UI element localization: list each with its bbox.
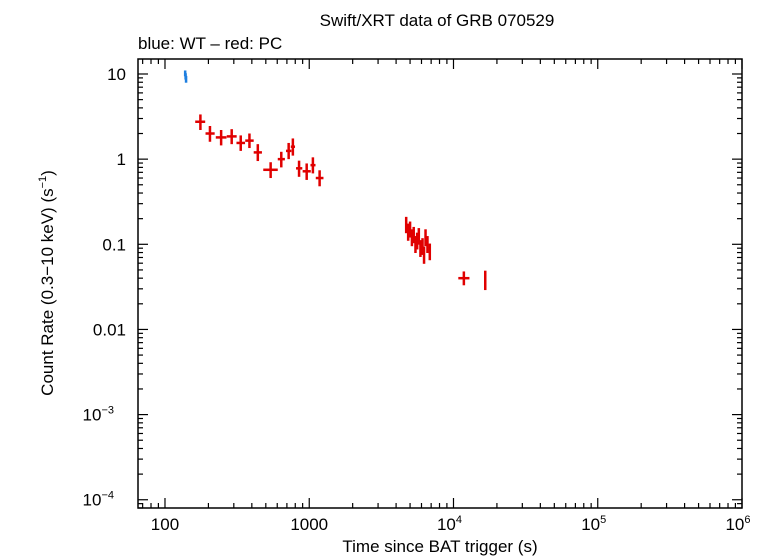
data-point-pc: [424, 229, 427, 247]
x-tick-label: 105: [581, 514, 606, 534]
y-tick-label: 0.1: [102, 235, 126, 254]
data-point-pc: [263, 162, 278, 179]
y-axis-label-sup: −1: [37, 176, 49, 189]
x-tick-labels: 100 1000 104 105 106: [151, 514, 751, 534]
x-axis-label: Time since BAT trigger (s): [342, 537, 537, 556]
x-tick-label: 106: [725, 514, 750, 534]
data-point-pc: [404, 216, 408, 234]
y-axis-label: Count Rate (0.3−10 keV) (s−1): [37, 170, 57, 396]
data-point-pc: [412, 226, 415, 244]
y-tick-label: 10−4: [83, 490, 114, 510]
data-point-pc: [419, 240, 422, 257]
x-tick-label: 1000: [290, 515, 328, 534]
data-point-wt: [184, 75, 188, 83]
y-tick-labels: 10 1 0.1 0.01 10−3 10−4: [83, 65, 126, 510]
data-point-pc: [406, 223, 410, 241]
data-point-pc: [422, 246, 426, 264]
data-point-pc: [215, 129, 227, 146]
data-point-pc: [277, 151, 285, 168]
chart-title: Swift/XRT data of GRB 070529: [320, 11, 555, 30]
y-tick-label: 0.01: [93, 320, 126, 339]
data-point-pc: [483, 270, 487, 291]
data-point-pc: [315, 170, 324, 187]
y-tick-label: 10: [107, 65, 126, 84]
data-point-pc: [408, 221, 412, 238]
data-point-pc: [458, 271, 470, 286]
data-point-pc: [426, 236, 429, 254]
data-point-pc: [195, 114, 206, 130]
y-tick-label: 1: [117, 150, 126, 169]
data-point-pc: [302, 163, 311, 180]
data-point-pc: [410, 229, 414, 247]
data-point-pc: [253, 144, 262, 162]
data-point-pc: [285, 142, 292, 160]
data-point-pc: [245, 133, 254, 149]
data-point-pc: [310, 157, 316, 174]
plot-frame: [137, 58, 743, 509]
y-axis-label-close: ): [38, 170, 57, 176]
chart-subtitle: blue: WT – red: PC: [138, 34, 282, 53]
data-point-pc: [428, 243, 432, 261]
data-point-pc: [226, 129, 237, 145]
data-point-pc: [417, 228, 421, 245]
data-point-pc: [205, 126, 215, 142]
data-points: [183, 70, 487, 291]
data-point-pc: [290, 138, 296, 156]
data-point-pc: [421, 238, 424, 255]
x-tick-label: 104: [437, 514, 462, 534]
axis-ticks: [138, 59, 743, 509]
data-point-pc: [236, 135, 246, 151]
y-tick-label: 10−3: [83, 405, 114, 425]
y-axis-label-main: Count Rate (0.3−10 keV) (s: [38, 188, 57, 395]
data-point-pc: [296, 160, 303, 177]
x-tick-label: 100: [151, 515, 179, 534]
